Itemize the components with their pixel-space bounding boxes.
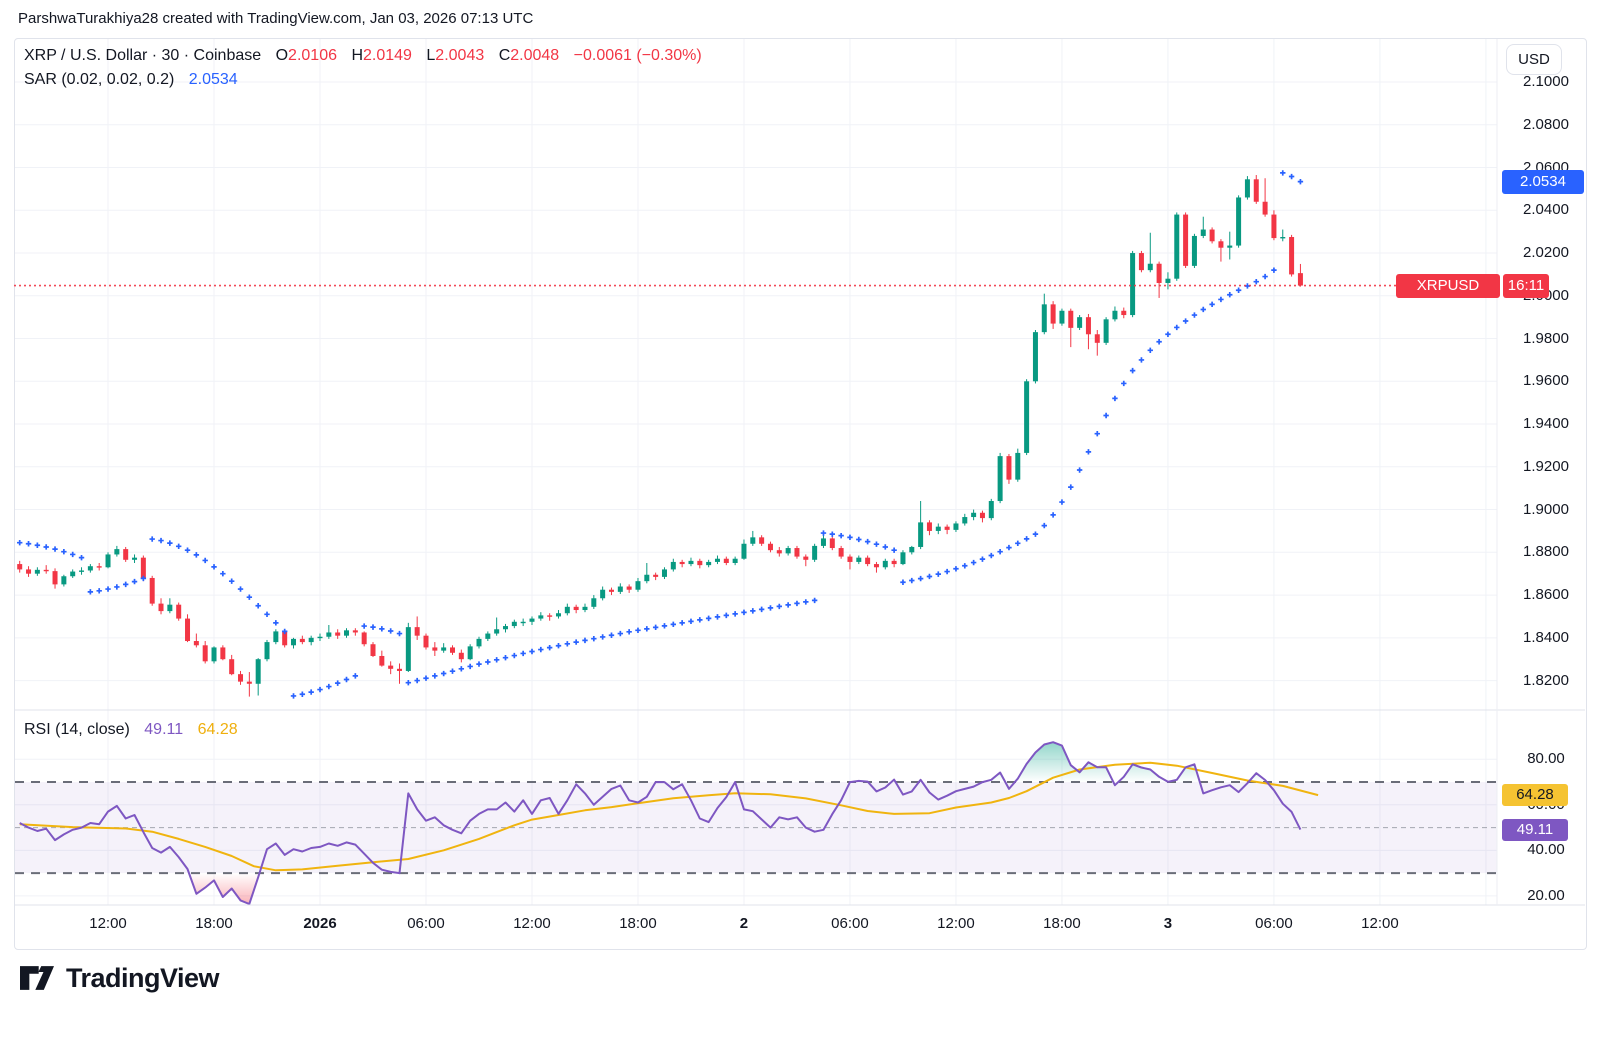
rsi-ma-value: 64.28: [197, 721, 238, 738]
price-axis-label: 1.8800: [1523, 543, 1569, 561]
time-axis-label: 12:00: [89, 915, 127, 932]
price-axis-label: 2.0800: [1523, 115, 1569, 133]
time-axis-label: 06:00: [831, 915, 869, 932]
change-value: −0.0061 (−0.30%): [573, 47, 702, 64]
high-value: 2.0149: [363, 47, 412, 64]
price-axis-label: 1.8200: [1523, 671, 1569, 689]
close-value: 2.0048: [510, 47, 560, 64]
time-axis-label: 12:00: [937, 915, 975, 932]
time-axis-label: 18:00: [1043, 915, 1081, 932]
time-axis-label: 2026: [303, 915, 337, 932]
price-axis-label: 1.9200: [1523, 457, 1569, 475]
tradingview-logo[interactable]: TradingView: [18, 961, 220, 995]
high-label: H: [351, 47, 363, 64]
rsi-axis-label: 80.00: [1527, 750, 1565, 768]
open-label: O: [275, 47, 289, 64]
rsi-value: 49.11: [144, 721, 184, 738]
tradingview-logo-icon: [20, 966, 54, 990]
symbol-price-badge: XRPUSD: [1396, 274, 1500, 298]
rsi-value-badge: 49.11: [1502, 819, 1568, 841]
low-value: 2.0043: [435, 47, 485, 64]
sar-price-badge: 2.0534: [1502, 170, 1584, 194]
series-title: XRP / U.S. Dollar · 30 · Coinbase: [24, 47, 262, 64]
price-axis-label: 2.1000: [1523, 73, 1569, 91]
sar-legend[interactable]: SAR (0.02, 0.02, 0.2) 2.0534: [24, 71, 238, 89]
rsi-legend[interactable]: RSI (14, close) 49.11 64.28: [24, 721, 238, 739]
tradingview-logo-text: TradingView: [66, 962, 220, 993]
price-axis-label: 1.9000: [1523, 500, 1569, 518]
time-axis-label: 12:00: [1361, 915, 1399, 932]
low-label: L: [426, 47, 436, 64]
price-axis-label: 1.8400: [1523, 628, 1569, 646]
rsi-label: RSI (14, close): [24, 721, 130, 738]
price-axis-label: 1.9600: [1523, 372, 1569, 390]
time-axis-label: 18:00: [195, 915, 233, 932]
rsi-axis-label: 40.00: [1527, 841, 1565, 859]
bar-countdown-badge: 16:11: [1503, 274, 1549, 298]
time-axis-label: 2: [739, 915, 749, 932]
rsi-ma-badge: 64.28: [1502, 784, 1568, 806]
price-axis-label: 1.8600: [1523, 586, 1569, 604]
symbol-legend[interactable]: XRP / U.S. Dollar · 30 · Coinbase O2.010…: [24, 47, 702, 65]
time-axis-label: 06:00: [407, 915, 445, 932]
time-axis-label: 12:00: [513, 915, 551, 932]
time-axis-label: 3: [1163, 915, 1173, 932]
time-axis-label: 18:00: [619, 915, 657, 932]
price-axis-label: 1.9800: [1523, 329, 1569, 347]
price-axis-label: 1.9400: [1523, 415, 1569, 433]
sar-value: 2.0534: [188, 71, 238, 88]
price-axis-label: 2.0400: [1523, 201, 1569, 219]
rsi-axis-label: 20.00: [1527, 886, 1565, 904]
chart-card[interactable]: [14, 38, 1587, 950]
open-value: 2.0106: [288, 47, 337, 64]
price-axis-label: 2.0200: [1523, 244, 1569, 262]
attribution-text: ParshwaTurakhiya28 created with TradingV…: [18, 10, 534, 27]
currency-usd-button[interactable]: USD: [1506, 44, 1562, 75]
time-axis-label: 06:00: [1255, 915, 1293, 932]
close-label: C: [498, 47, 511, 64]
sar-label: SAR (0.02, 0.02, 0.2): [24, 71, 175, 88]
